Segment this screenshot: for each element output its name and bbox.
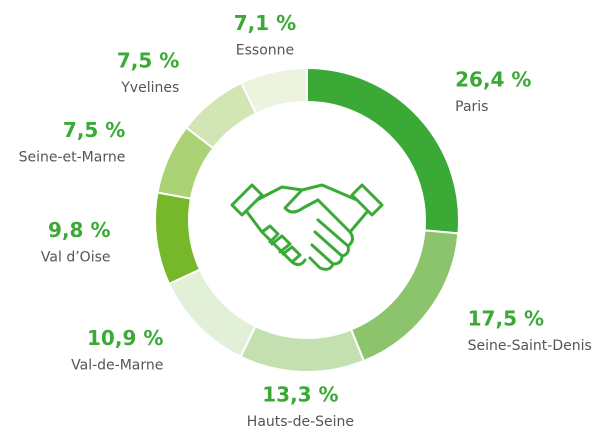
category-label: Val-de-Marne	[71, 358, 163, 374]
category-label: Seine-et-Marne	[19, 150, 126, 166]
category-label: Essonne	[236, 43, 294, 59]
category-label: Paris	[455, 99, 488, 115]
value-label: 10,9 %	[87, 326, 163, 350]
handshake-icon	[230, 183, 384, 271]
donut-segment	[154, 191, 202, 286]
value-label: 17,5 %	[468, 306, 544, 330]
value-label: 7,5 %	[63, 118, 125, 142]
value-label: 7,5 %	[117, 49, 179, 73]
category-label: Hauts-de-Seine	[247, 414, 354, 430]
value-label: 9,8 %	[48, 218, 110, 242]
value-label: 7,1 %	[234, 11, 296, 35]
donut-segment	[306, 66, 460, 235]
donut-segment	[349, 229, 460, 363]
donut-segment	[239, 324, 366, 373]
value-label: 13,3 %	[262, 382, 338, 406]
category-label: Val d’Oise	[41, 250, 111, 266]
category-label: Seine-Saint-Denis	[468, 338, 592, 354]
donut-segment	[240, 66, 308, 115]
value-label: 26,4 %	[455, 68, 531, 92]
donut-segment	[167, 268, 257, 359]
category-label: Yvelines	[120, 80, 179, 96]
